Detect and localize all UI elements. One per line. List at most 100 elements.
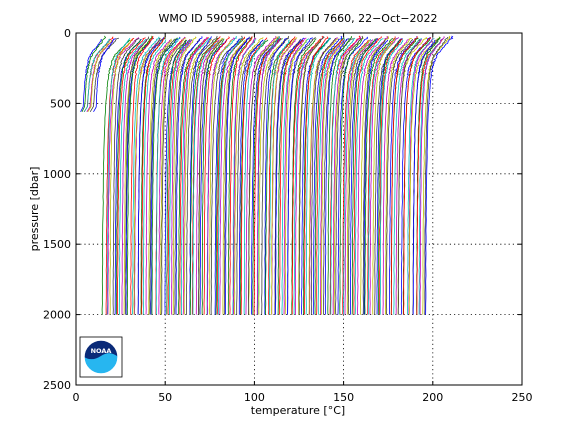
temperature-profile-line <box>182 36 208 315</box>
y-tick-labels: 0 500 1000 1500 2000 2500 <box>43 27 71 392</box>
chart-title: WMO ID 5905988, internal ID 7660, 22−Oct… <box>158 12 437 25</box>
temperature-profile-line <box>245 36 278 315</box>
temperature-profile-line <box>424 36 449 315</box>
temperature-profile-line <box>183 38 212 315</box>
x-tick-label: 200 <box>422 391 443 404</box>
temperature-profile-line <box>178 38 206 315</box>
temperature-profile-line <box>192 39 220 315</box>
temperature-profile-line <box>240 37 268 315</box>
temperature-profile-line <box>145 39 171 315</box>
temperature-profile-line <box>275 37 305 315</box>
noaa-logo-icon: NOAA <box>79 336 123 378</box>
temperature-profile-line <box>407 38 435 315</box>
temperature-profile-line <box>233 37 264 315</box>
temperature-profile-line <box>137 36 165 315</box>
y-tick-label: 0 <box>64 27 71 40</box>
x-tick-label: 0 <box>73 391 80 404</box>
temperature-profile-line <box>161 39 186 315</box>
temperature-profile-line <box>367 37 398 315</box>
temperature-profile-line <box>233 37 257 315</box>
temperature-profile-line <box>354 38 384 315</box>
temperature-profile-line <box>160 37 187 315</box>
temperature-profile-line <box>258 37 289 315</box>
x-tick-label: 250 <box>512 391 533 404</box>
temperature-profile-line <box>148 38 172 315</box>
temperature-profile-line <box>298 36 325 315</box>
temperature-profile-line <box>287 37 313 315</box>
temperature-profile-line <box>379 39 404 315</box>
temperature-profile-line <box>155 37 181 315</box>
temperature-profile-line <box>360 35 389 315</box>
temperature-profile-line <box>419 36 445 315</box>
temperature-profile-line <box>310 38 336 315</box>
temperature-profile-line <box>130 35 154 315</box>
temperature-profile-line <box>243 39 266 315</box>
y-tick-label: 2000 <box>43 309 71 322</box>
temperature-profile-line <box>279 39 303 315</box>
temperature-profile-line <box>393 38 423 315</box>
axis-ticks <box>75 32 523 386</box>
temperature-profile-line <box>332 36 362 315</box>
temperature-profile-line <box>357 35 389 315</box>
temperature-profile-line <box>269 39 290 315</box>
temperature-profile-line <box>412 39 436 315</box>
temperature-profile-line <box>106 37 131 315</box>
x-tick-labels: 0 50 100 150 200 250 <box>73 391 533 404</box>
temperature-profile-line <box>379 38 403 315</box>
temperature-profile-line <box>294 38 322 315</box>
temperature-profile-line <box>330 37 356 315</box>
temperature-profile-line <box>247 35 280 315</box>
temperature-profile-line <box>308 38 339 315</box>
temperature-profile-line <box>121 38 148 315</box>
temperature-profile-line <box>363 39 389 315</box>
temperature-profile-line <box>199 39 228 315</box>
temperature-profile-line <box>364 38 394 315</box>
temperature-profile-line <box>116 37 146 315</box>
temperature-profile-line <box>174 39 201 315</box>
temperature-profile-line <box>256 38 281 315</box>
temperature-profile-line <box>93 38 116 112</box>
temperature-profile-line <box>351 38 377 315</box>
temperature-profile-line <box>418 38 444 315</box>
temperature-profile-line <box>87 39 112 113</box>
profile-lines <box>80 35 454 315</box>
temperature-profile-line <box>298 39 321 315</box>
temperature-profile-line <box>324 38 349 315</box>
temperature-profile-line <box>132 36 161 315</box>
y-axis-label: pressure [dbar] <box>28 167 41 252</box>
temperature-profile-line <box>264 37 288 315</box>
temperature-profile-line <box>89 37 120 113</box>
temperature-profile-line <box>149 38 175 315</box>
temperature-profile-line <box>250 37 282 315</box>
x-tick-label: 150 <box>333 391 354 404</box>
y-tick-label: 1500 <box>43 238 71 251</box>
temperature-profile-line <box>142 39 167 315</box>
temperature-profile-line <box>314 37 345 315</box>
temperature-profile-line <box>141 37 165 315</box>
temperature-profile-line <box>416 36 441 315</box>
temperature-profile-line <box>397 39 421 315</box>
temperature-profile-line <box>335 35 363 315</box>
temperature-profile-line <box>317 38 346 315</box>
temperature-profile-line <box>107 37 139 315</box>
temperature-profile-line <box>229 36 253 315</box>
x-tick-label: 50 <box>158 391 172 404</box>
temperature-profile-line <box>175 36 203 315</box>
temperature-profile-line <box>346 39 371 315</box>
temperature-profile-line <box>390 36 418 315</box>
temperature-profile-line <box>109 39 132 315</box>
temperature-profile-line <box>179 36 209 315</box>
temperature-profile-line <box>197 39 223 315</box>
temperature-profile-line <box>191 36 221 315</box>
temperature-profile-line <box>83 38 111 113</box>
temperature-profile-line <box>80 38 102 112</box>
temperature-profile-line <box>344 39 374 315</box>
temperature-profile-line <box>316 38 344 315</box>
x-tick-label: 100 <box>244 391 265 404</box>
temperature-profile-line <box>158 36 187 315</box>
temperature-profile-line <box>189 37 219 315</box>
temperature-profile-line <box>81 35 107 112</box>
temperature-profile-line <box>362 39 387 315</box>
temperature-profile-line <box>320 38 350 315</box>
y-tick-label: 500 <box>50 97 71 110</box>
